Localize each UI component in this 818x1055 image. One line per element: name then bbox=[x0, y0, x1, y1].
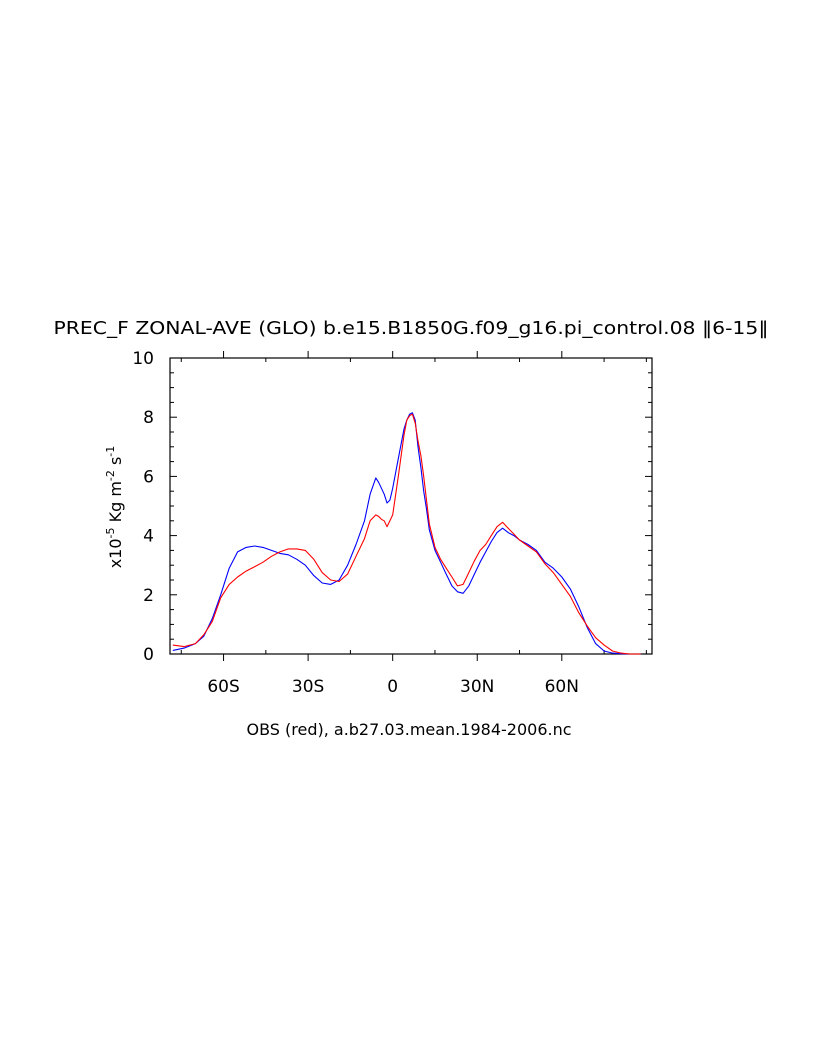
plot-area: 0 2 4 6 8 10 60S 30S 0 30N 60N bbox=[132, 349, 653, 697]
y-tick-label: 8 bbox=[143, 408, 154, 428]
obs-series-line bbox=[172, 413, 641, 655]
x-tick-label: 60S bbox=[207, 677, 239, 697]
y-axis-label-exponent-2: -2 bbox=[104, 470, 117, 481]
y-tick-label: 6 bbox=[143, 467, 154, 487]
chart-title: PREC_F ZONAL-AVE (GLO) b.e15.B1850G.f09_… bbox=[54, 318, 769, 339]
y-axis-label-middle-2: s bbox=[106, 457, 125, 470]
y-axis-label: x10-5 Kg m-2 s-1 bbox=[104, 446, 125, 569]
y-axis-label-exponent-3: -1 bbox=[104, 446, 117, 457]
x-tick-label: 30N bbox=[460, 677, 494, 697]
y-tick-label: 0 bbox=[143, 645, 154, 665]
y-axis-label-exponent-1: -5 bbox=[104, 527, 117, 538]
svg-text:x10-5 Kg m-2 s-1: x10-5 Kg m-2 s-1 bbox=[104, 446, 125, 569]
y-tick-label: 4 bbox=[143, 527, 154, 547]
y-tick-label: 2 bbox=[143, 586, 154, 606]
y-tick-label: 10 bbox=[132, 349, 154, 369]
x-tick-label: 0 bbox=[387, 677, 398, 697]
x-axis-label: OBS (red), a.b27.03.mean.1984-2006.nc bbox=[246, 720, 571, 739]
x-tick-label: 60N bbox=[545, 677, 579, 697]
y-axis-label-prefix: x10 bbox=[106, 538, 125, 568]
y-axis-label-middle: Kg m bbox=[106, 481, 125, 527]
model-series-line bbox=[172, 412, 641, 655]
x-tick-label: 30S bbox=[292, 677, 324, 697]
